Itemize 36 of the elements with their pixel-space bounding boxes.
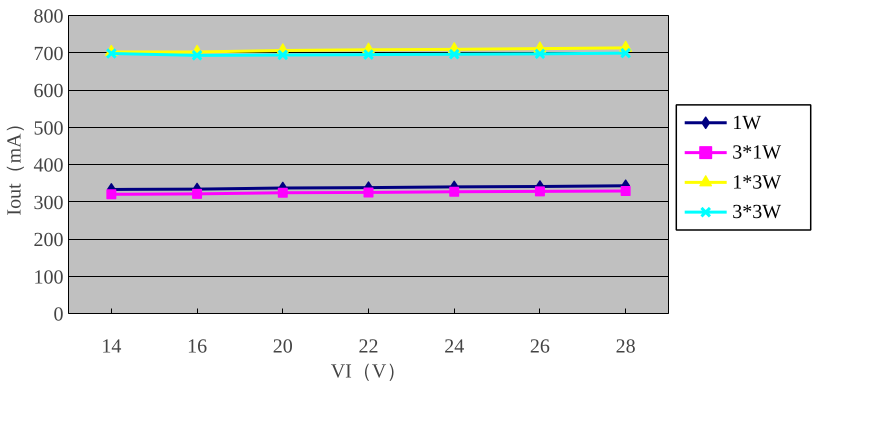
- legend-label: 3*1W: [732, 142, 782, 164]
- point: [362, 48, 374, 60]
- point: [192, 188, 202, 199]
- point: [191, 50, 203, 62]
- point: [534, 48, 546, 60]
- point: [277, 49, 289, 61]
- point: [106, 189, 116, 200]
- y-tick-label: 800: [34, 6, 64, 28]
- point: [364, 187, 374, 198]
- y-tick-label: 500: [34, 117, 64, 140]
- x-axis-title: VI（V）: [330, 360, 406, 382]
- point: [620, 186, 631, 196]
- x-tick-label: 26: [530, 336, 550, 358]
- x-tick-label: 22: [358, 336, 378, 358]
- legend-label: 1*3W: [732, 171, 782, 194]
- y-tick-label: 100: [34, 266, 64, 288]
- y-tick-label: 0: [54, 304, 64, 326]
- y-axis-title: Iout（mA）: [4, 113, 26, 216]
- legend-label: 3*3W: [732, 201, 782, 224]
- x-tick-label: 20: [272, 336, 293, 358]
- y-tick-label: 300: [34, 192, 64, 214]
- x-tick-label: 16: [187, 336, 208, 358]
- y-tick-label: 700: [34, 42, 64, 65]
- x-tick-label: 14: [101, 336, 122, 358]
- legend-label: 1W: [732, 112, 762, 134]
- point: [278, 188, 288, 198]
- point: [106, 48, 118, 60]
- x-tick-label: 24: [444, 336, 464, 358]
- y-tick-label: 600: [34, 80, 64, 102]
- point: [534, 186, 545, 196]
- x-tick-label: 28: [616, 336, 636, 358]
- y-tick-label: 200: [34, 229, 64, 251]
- point: [620, 47, 632, 59]
- point: [448, 48, 460, 60]
- point: [449, 186, 460, 197]
- y-tick-label: 400: [34, 154, 64, 176]
